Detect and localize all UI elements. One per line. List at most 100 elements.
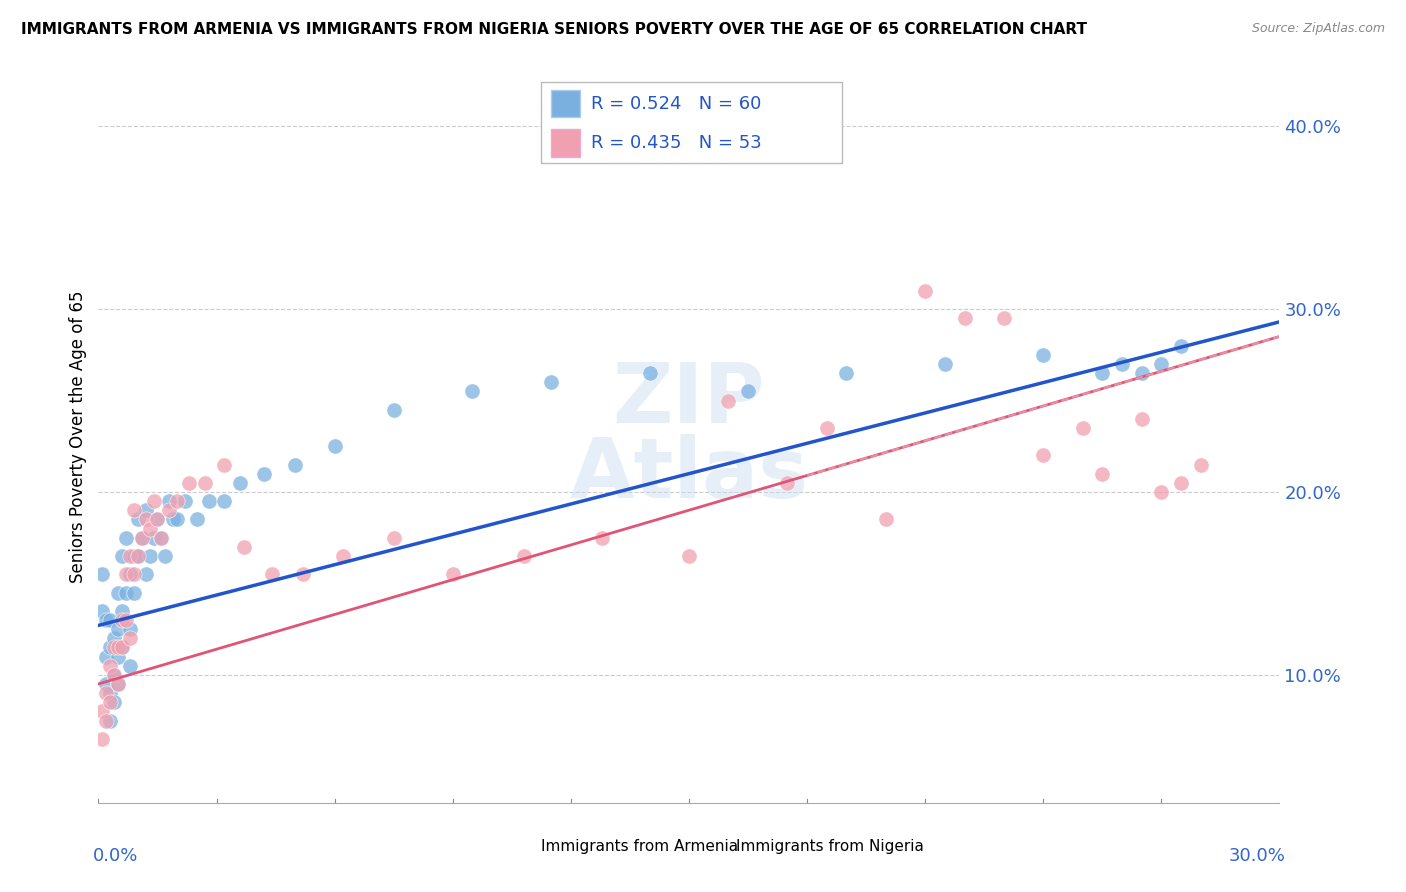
FancyBboxPatch shape (551, 90, 581, 118)
Point (107, 677, 129, 691)
Point (111, 640, 134, 655)
Point (127, 549, 149, 563)
Point (103, 667, 125, 681)
Point (441, 567, 464, 582)
Point (96, 649, 118, 664)
Point (122, 567, 145, 582)
Point (1111, 357, 1133, 371)
Point (142, 494, 165, 508)
Point (678, 549, 700, 563)
Point (1150, 485, 1173, 500)
Point (1150, 357, 1173, 371)
Point (91, 567, 114, 582)
Point (103, 667, 125, 681)
Point (111, 604, 134, 618)
Point (540, 375, 562, 389)
Point (107, 677, 129, 691)
Point (115, 567, 138, 582)
Point (162, 512, 184, 526)
Point (96, 714, 118, 728)
Point (118, 632, 141, 646)
Point (115, 613, 138, 627)
Point (953, 311, 976, 326)
Point (107, 640, 129, 655)
Text: R = 0.435   N = 53: R = 0.435 N = 53 (591, 134, 762, 152)
Point (461, 384, 484, 399)
Point (1091, 467, 1114, 481)
Text: Immigrants from Armenia: Immigrants from Armenia (541, 839, 738, 855)
Point (91, 705, 114, 719)
Point (177, 475, 200, 490)
Point (776, 475, 799, 490)
FancyBboxPatch shape (700, 832, 727, 858)
Point (111, 613, 134, 627)
Point (107, 622, 129, 636)
Point (229, 475, 252, 490)
Point (214, 458, 236, 472)
Point (1170, 338, 1192, 352)
Point (115, 531, 138, 545)
Point (323, 439, 346, 453)
Point (157, 503, 180, 517)
Point (127, 512, 149, 526)
Y-axis label: Seniors Poverty Over the Age of 65: Seniors Poverty Over the Age of 65 (69, 291, 87, 583)
Point (875, 512, 897, 526)
Point (118, 658, 141, 673)
Point (214, 494, 236, 508)
Text: Source: ZipAtlas.com: Source: ZipAtlas.com (1251, 22, 1385, 36)
Point (98, 714, 121, 728)
Point (131, 531, 153, 545)
Point (194, 475, 217, 490)
Point (103, 640, 125, 655)
Point (122, 549, 145, 563)
Point (96, 677, 118, 691)
FancyBboxPatch shape (551, 129, 581, 157)
Text: ZIP
Atlas: ZIP Atlas (569, 359, 808, 515)
Text: R = 0.524   N = 60: R = 0.524 N = 60 (591, 95, 761, 112)
Point (382, 531, 405, 545)
Point (157, 494, 180, 508)
Point (138, 521, 160, 535)
Point (91, 731, 114, 746)
Point (1091, 366, 1114, 380)
Point (1032, 448, 1054, 462)
Point (914, 284, 936, 298)
Point (382, 402, 405, 417)
Point (118, 567, 141, 582)
Point (835, 366, 858, 380)
Point (150, 531, 173, 545)
Point (115, 585, 138, 599)
Point (934, 357, 956, 371)
Text: 30.0%: 30.0% (1229, 847, 1285, 864)
Point (591, 531, 613, 545)
Point (260, 567, 283, 582)
Point (122, 503, 145, 517)
Point (1130, 412, 1153, 426)
Point (1032, 348, 1054, 362)
Point (638, 366, 661, 380)
Point (91, 604, 114, 618)
Point (122, 585, 145, 599)
Point (155, 549, 177, 563)
Point (1170, 475, 1192, 490)
Point (150, 531, 173, 545)
Point (96, 686, 118, 700)
FancyBboxPatch shape (541, 82, 842, 163)
Point (737, 384, 759, 399)
Point (1071, 421, 1094, 435)
Point (292, 567, 315, 582)
Point (1189, 458, 1212, 472)
Text: 0.0%: 0.0% (93, 847, 138, 864)
Point (197, 494, 219, 508)
Point (233, 540, 256, 554)
Point (98, 658, 121, 673)
Text: Immigrants from Nigeria: Immigrants from Nigeria (737, 839, 924, 855)
Point (1130, 366, 1153, 380)
Point (993, 311, 1015, 326)
Point (98, 686, 121, 700)
Point (98, 640, 121, 655)
Point (96, 613, 118, 627)
Point (103, 695, 125, 709)
Point (98, 613, 121, 627)
Point (815, 421, 838, 435)
